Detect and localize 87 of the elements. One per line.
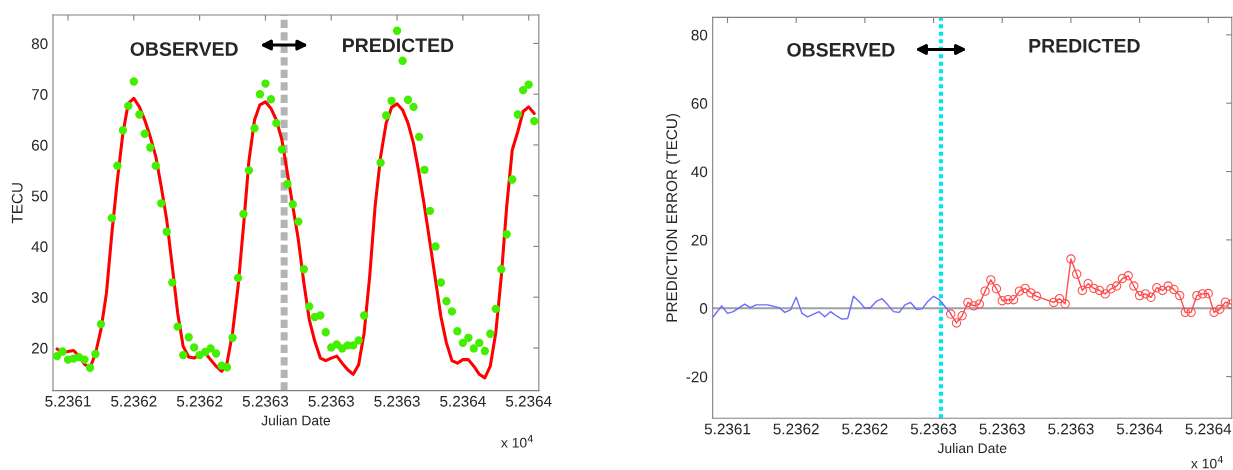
y-axis-title: PREDICTION ERROR (TECU) bbox=[665, 113, 681, 322]
point bbox=[980, 286, 990, 296]
point bbox=[1186, 307, 1196, 318]
point bbox=[1083, 278, 1093, 289]
point bbox=[968, 301, 979, 311]
y-tick-label: 40 bbox=[691, 166, 708, 178]
point bbox=[1175, 290, 1185, 301]
point bbox=[1117, 273, 1128, 284]
point bbox=[1111, 281, 1122, 291]
x-tick-label: 5.2364 bbox=[505, 395, 552, 407]
text: x 10$^{4}$ bbox=[1191, 455, 1223, 469]
x-tick-label: 5.2363 bbox=[242, 395, 289, 407]
point bbox=[957, 311, 967, 321]
point bbox=[1089, 283, 1099, 294]
point bbox=[1220, 297, 1231, 307]
y-tick-label: 20 bbox=[691, 234, 708, 246]
x-tick-label: 5.2361 bbox=[704, 423, 751, 435]
point bbox=[1014, 286, 1025, 296]
point bbox=[1140, 289, 1151, 299]
annotation: PREDICTED bbox=[343, 38, 454, 53]
point bbox=[1049, 297, 1059, 308]
point bbox=[1020, 283, 1030, 294]
point bbox=[1203, 288, 1213, 299]
x-tick-label: 5.2363 bbox=[308, 395, 354, 407]
y-tick-label: 40 bbox=[31, 241, 48, 253]
point bbox=[1003, 295, 1013, 305]
point bbox=[1192, 290, 1202, 301]
point bbox=[1123, 271, 1133, 281]
x-tick-label: 5.2363 bbox=[374, 395, 420, 407]
point bbox=[1197, 289, 1208, 299]
point bbox=[991, 284, 1002, 294]
point bbox=[974, 299, 984, 309]
x-axis-title: Julian Date bbox=[261, 415, 331, 426]
x-tick-label: 5.2363 bbox=[1048, 423, 1094, 435]
point bbox=[1100, 289, 1110, 299]
point bbox=[1094, 285, 1105, 296]
point bbox=[997, 296, 1007, 306]
x-tick-label: 5.2364 bbox=[1185, 423, 1232, 435]
point bbox=[1169, 284, 1179, 295]
y-tick-label: 60 bbox=[691, 98, 708, 109]
x-tick-label: 5.2363 bbox=[910, 423, 957, 435]
y-tick-label: 20 bbox=[31, 342, 48, 354]
text: x 10$^{4}$ bbox=[501, 435, 533, 448]
point bbox=[946, 309, 956, 319]
point bbox=[1163, 281, 1173, 291]
x-tick-label: 5.2364 bbox=[440, 395, 486, 407]
point bbox=[1157, 285, 1168, 296]
annotation: PREDICTED bbox=[1029, 38, 1140, 53]
point bbox=[1129, 281, 1139, 291]
x-tick-label: 5.2363 bbox=[979, 423, 1025, 435]
point bbox=[1008, 295, 1019, 305]
annotation: OBSERVED bbox=[787, 42, 895, 57]
x-axis-title: Julian Date bbox=[937, 442, 1007, 454]
y-tick-label: 0 bbox=[699, 303, 708, 314]
y-tick-label: 80 bbox=[31, 38, 48, 50]
point bbox=[1180, 307, 1191, 318]
point bbox=[963, 297, 973, 308]
y-axis-title: TECU bbox=[11, 183, 23, 224]
point bbox=[1214, 304, 1225, 314]
point bbox=[1209, 307, 1219, 318]
y-tick-label: -20 bbox=[686, 371, 708, 383]
point bbox=[1072, 269, 1082, 279]
y-tick-label: 70 bbox=[31, 89, 48, 100]
point bbox=[1054, 293, 1065, 304]
y-tick-label: 50 bbox=[31, 190, 48, 202]
x-tick-label: 5.2362 bbox=[773, 423, 819, 435]
point bbox=[986, 275, 996, 285]
y-tick-label: 80 bbox=[691, 29, 708, 41]
x-tick-label: 5.2362 bbox=[176, 395, 223, 407]
point bbox=[1134, 290, 1145, 301]
point bbox=[1077, 285, 1087, 296]
x-tick-label: 5.2362 bbox=[111, 395, 157, 407]
point bbox=[1026, 288, 1036, 298]
line-series bbox=[55, 96, 536, 380]
y-tick-label: 60 bbox=[31, 139, 48, 151]
y-tick-label: 30 bbox=[31, 292, 48, 303]
x-tick-label: 5.2361 bbox=[45, 395, 91, 407]
x-tick-label: 5.2362 bbox=[842, 423, 888, 435]
point bbox=[951, 318, 962, 328]
point bbox=[1066, 254, 1076, 264]
annotation: OBSERVED bbox=[130, 42, 238, 56]
point bbox=[1152, 283, 1162, 293]
point bbox=[1060, 299, 1070, 309]
point bbox=[1146, 292, 1156, 302]
point bbox=[1031, 291, 1042, 301]
x-tick-label: 5.2364 bbox=[1116, 423, 1163, 435]
point bbox=[1106, 284, 1116, 294]
